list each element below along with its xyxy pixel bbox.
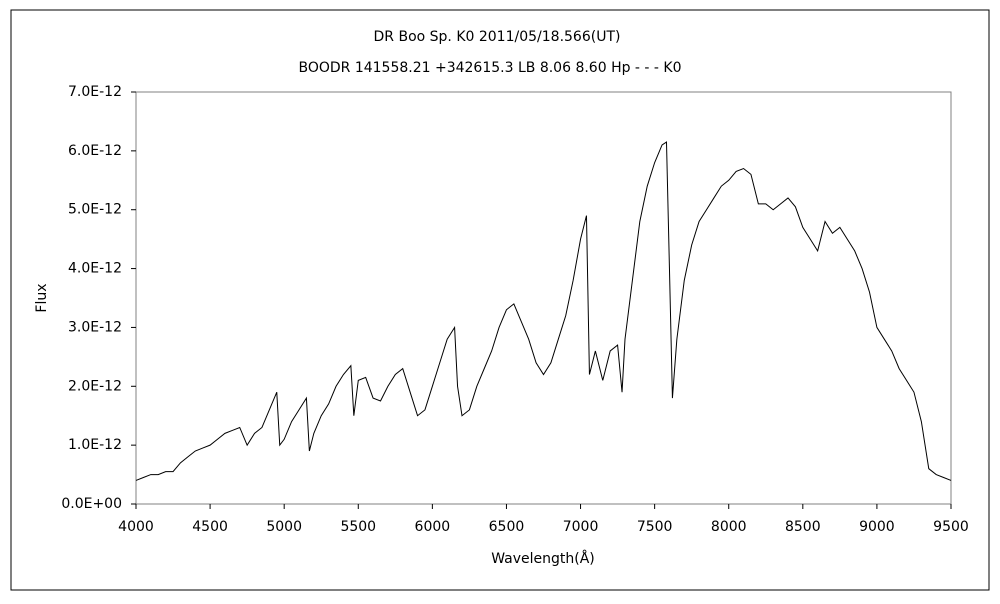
y-axis-label: Flux [34, 283, 50, 312]
x-tick-label: 7000 [563, 519, 599, 535]
x-tick-label: 7500 [637, 519, 673, 535]
chart-title: DR Boo Sp. K0 2011/05/18.566(UT) [374, 29, 621, 45]
chart-subtitle: BOODR 141558.21 +342615.3 LB 8.06 8.60 H… [298, 60, 681, 76]
x-tick-label: 4500 [192, 519, 228, 535]
x-tick-label: 8000 [711, 519, 747, 535]
y-tick-label: 7.0E-12 [68, 84, 122, 100]
x-tick-label: 9500 [933, 519, 969, 535]
y-tick-label: 2.0E-12 [68, 378, 122, 394]
plot-area [135, 91, 952, 505]
chart-frame [10, 9, 990, 591]
x-axis-label: Wavelength(Å) [491, 550, 595, 567]
x-tick-label: 5000 [266, 519, 302, 535]
y-tick-label: 6.0E-12 [68, 143, 122, 159]
y-tick-label: 5.0E-12 [68, 202, 122, 218]
x-tick-label: 8500 [785, 519, 821, 535]
y-tick-label: 1.0E-12 [68, 437, 122, 453]
y-tick-label: 0.0E+00 [61, 496, 122, 512]
y-tick-label: 3.0E-12 [68, 319, 122, 335]
x-tick-label: 6000 [415, 519, 451, 535]
spectrum-line [135, 141, 952, 481]
x-tick-label: 9000 [859, 519, 895, 535]
x-tick-label: 4000 [118, 519, 154, 535]
y-tick-label: 4.0E-12 [68, 261, 122, 277]
x-tick-label: 5500 [340, 519, 376, 535]
x-tick-label: 6500 [489, 519, 525, 535]
